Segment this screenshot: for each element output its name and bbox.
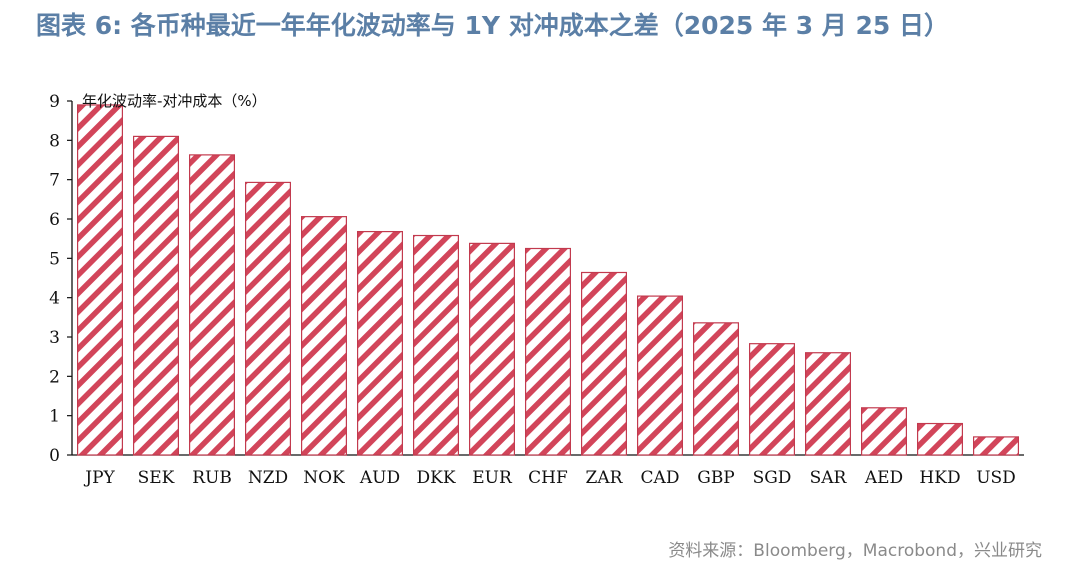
- bar-rub: [189, 154, 236, 456]
- bar-cad: [636, 295, 683, 456]
- x-tick-label-sek: SEK: [138, 468, 175, 488]
- bar-chf: [524, 247, 571, 456]
- x-tick-label-sgd: SGD: [753, 468, 792, 488]
- bar-dkk: [413, 234, 460, 456]
- y-tick-label: 4: [49, 289, 60, 309]
- bar-aed: [860, 407, 907, 456]
- y-tick-label: 7: [49, 171, 60, 191]
- y-tick-label: 1: [49, 407, 60, 427]
- x-tick-label-aud: AUD: [359, 468, 400, 488]
- bar-jpy: [76, 104, 123, 456]
- x-tick-label-aed: AED: [864, 468, 903, 488]
- x-tick-label-sar: SAR: [810, 468, 848, 488]
- bar-sek: [133, 135, 180, 456]
- x-tick-label-zar: ZAR: [586, 468, 624, 488]
- y-tick-label: 5: [49, 249, 60, 269]
- x-tick-labels: JPY SEK RUB NZD NOK AUD DKK EUR CHF ZAR CAD GBP SGD S…: [83, 468, 1016, 488]
- x-tick-label-nzd: NZD: [248, 468, 288, 488]
- x-tick-label-chf: CHF: [528, 468, 568, 488]
- bar-aud: [357, 230, 404, 456]
- x-tick-label-hkd: HKD: [919, 468, 960, 488]
- bar-gbp: [692, 322, 739, 456]
- y-tick-label: 9: [49, 92, 60, 112]
- bar-sgd: [748, 343, 795, 456]
- source-note: 资料来源：Bloomberg，Macrobond，兴业研究: [668, 541, 1042, 561]
- x-tick-label-nok: NOK: [303, 468, 345, 488]
- y-tick-label: 6: [49, 210, 60, 230]
- bar-zar: [580, 271, 627, 456]
- y-axis-label: 年化波动率-对冲成本（%）: [82, 92, 267, 110]
- bar-hkd: [916, 422, 963, 456]
- bar-nok: [301, 216, 348, 456]
- bar-eur: [469, 242, 516, 456]
- x-tick-label-gbp: GBP: [697, 468, 735, 488]
- bar-sar: [804, 352, 851, 456]
- bars: [76, 104, 1019, 456]
- x-tick-label-eur: EUR: [472, 468, 513, 488]
- x-tick-label-rub: RUB: [192, 468, 232, 488]
- y-tick-labels: 0 1 2 3 4 5 6 7 8 9: [49, 92, 60, 466]
- x-tick-label-cad: CAD: [641, 468, 680, 488]
- x-tick-label-usd: USD: [976, 468, 1016, 488]
- x-tick-label-dkk: DKK: [416, 468, 455, 488]
- y-tick-label: 8: [49, 131, 60, 151]
- x-tick-label-jpy: JPY: [83, 468, 115, 488]
- y-tick-label: 0: [49, 446, 60, 466]
- y-tick-label: 3: [49, 328, 60, 348]
- y-tick-label: 2: [49, 367, 60, 387]
- bar-nzd: [245, 181, 292, 456]
- bar-usd: [972, 436, 1019, 456]
- page-title: 图表 6: 各币种最近一年年化波动率与 1Y 对冲成本之差（2025 年 3 月…: [36, 11, 949, 40]
